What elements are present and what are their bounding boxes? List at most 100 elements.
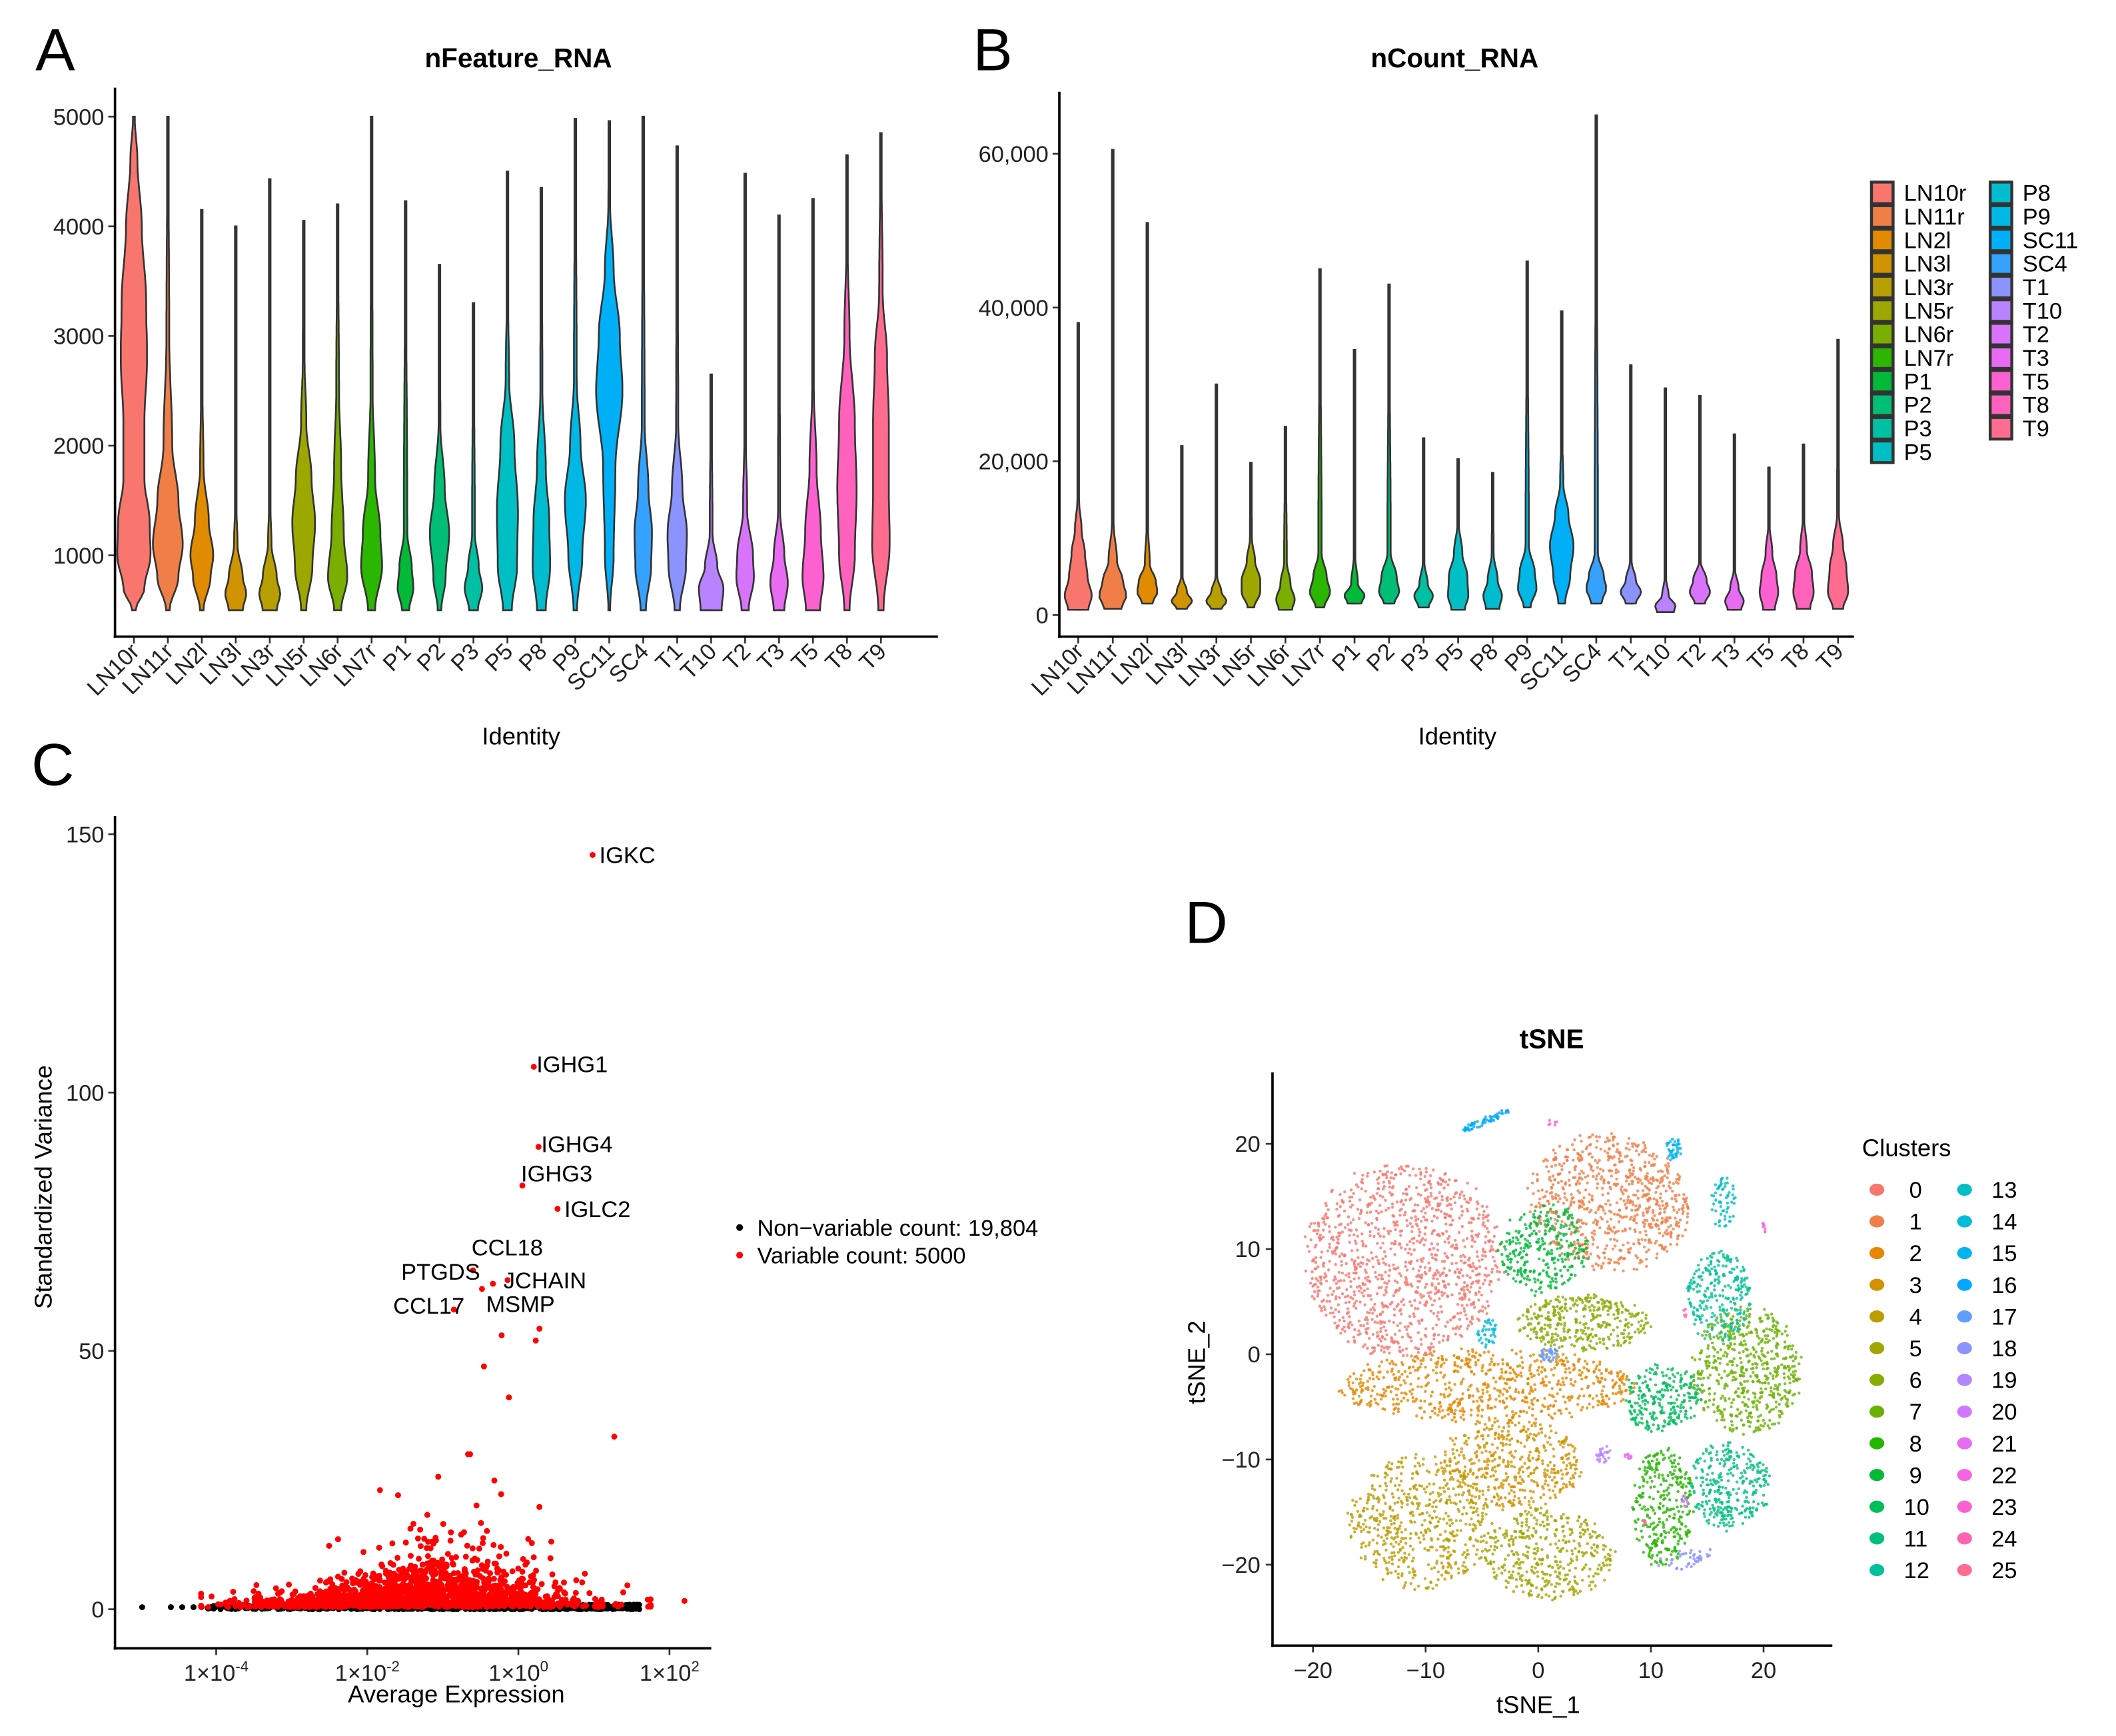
cell-point xyxy=(1348,1315,1351,1318)
cell-point xyxy=(1677,1208,1681,1212)
cell-point xyxy=(1476,1255,1479,1258)
variable-point xyxy=(534,1601,541,1608)
cell-point xyxy=(1548,1192,1552,1195)
cell-point xyxy=(1665,1250,1669,1253)
cell-point xyxy=(1533,1388,1537,1392)
cell-point xyxy=(1393,1332,1397,1336)
cell-point xyxy=(1678,1178,1681,1182)
cell-point xyxy=(1645,1218,1649,1222)
cell-point xyxy=(1586,1181,1589,1185)
y-tick-label: 3000 xyxy=(53,324,105,350)
cell-point xyxy=(1443,1252,1446,1255)
legend-label: SC4 xyxy=(2023,252,2067,277)
cell-point xyxy=(1394,1173,1398,1176)
cell-point xyxy=(1373,1302,1376,1306)
cell-point xyxy=(1434,1258,1438,1262)
cell-point xyxy=(1560,1179,1564,1183)
cell-point xyxy=(1346,1322,1350,1326)
cell-point xyxy=(1492,1363,1496,1367)
y-tick-label: 0 xyxy=(91,1597,104,1623)
cell-point xyxy=(1538,1206,1542,1209)
panel-letter-c: C xyxy=(31,731,74,797)
cell-point xyxy=(1618,1387,1622,1390)
cell-point xyxy=(1613,1382,1617,1386)
cell-point xyxy=(1342,1254,1346,1257)
cell-point xyxy=(1660,1246,1664,1250)
y-tick-label: 60,000 xyxy=(979,142,1049,167)
cell-point xyxy=(1550,1164,1554,1168)
violin-T9 xyxy=(1827,338,1850,610)
cell-point xyxy=(1336,1303,1340,1306)
x-tick-label: T9 xyxy=(1812,639,1848,675)
cell-point xyxy=(1332,1249,1336,1253)
cell-point xyxy=(1632,1386,1636,1390)
cell-point xyxy=(1562,1202,1566,1205)
cell-point xyxy=(1434,1286,1438,1289)
cell-point xyxy=(1409,1382,1412,1386)
cell-point xyxy=(1481,1305,1484,1308)
variable-point xyxy=(473,1502,480,1509)
cell-point xyxy=(1486,1304,1490,1308)
violin-LN10r xyxy=(1063,322,1093,611)
cell-point xyxy=(1374,1255,1378,1258)
variable-point xyxy=(453,1554,459,1560)
x-tick-label: 0 xyxy=(1532,1658,1544,1683)
cell-point xyxy=(1451,1327,1455,1330)
x-tick-label: 1×102 xyxy=(640,1658,700,1686)
cell-point xyxy=(1653,1157,1656,1161)
cell-point xyxy=(1319,1276,1322,1279)
cell-point xyxy=(1482,1216,1485,1220)
cell-point xyxy=(1648,1154,1652,1157)
cell-point xyxy=(1436,1216,1439,1220)
cell-point xyxy=(1554,1164,1558,1167)
variable-point xyxy=(564,1601,570,1608)
cell-point xyxy=(1602,1169,1605,1172)
cell-point xyxy=(1544,1158,1548,1161)
cell-point xyxy=(1553,1178,1556,1181)
cell-point xyxy=(1322,1261,1326,1265)
cell-point xyxy=(1393,1279,1397,1283)
cell-point xyxy=(1658,1211,1662,1214)
cell-point xyxy=(1376,1232,1380,1236)
cell-point xyxy=(1454,1282,1458,1286)
cell-point xyxy=(1658,1204,1661,1208)
variable-point xyxy=(530,1584,536,1590)
cell-point xyxy=(1378,1312,1382,1316)
cell-point xyxy=(1427,1294,1431,1298)
cell-point xyxy=(1442,1232,1445,1236)
cell-point xyxy=(1562,1162,1566,1165)
cell-point xyxy=(1349,1280,1352,1283)
variable-point xyxy=(484,1527,490,1534)
cell-point xyxy=(1366,1346,1369,1350)
cell-point xyxy=(1482,1350,1486,1354)
cell-point xyxy=(1322,1228,1325,1232)
cell-point xyxy=(1618,1208,1622,1212)
legend-label: T1 xyxy=(2023,275,2049,300)
cell-point xyxy=(1408,1390,1412,1393)
cell-point xyxy=(1454,1332,1457,1336)
cell-point xyxy=(1441,1338,1445,1342)
cell-point xyxy=(1578,1368,1582,1372)
cell-point xyxy=(1654,1242,1657,1245)
cell-point xyxy=(1472,1264,1475,1268)
cell-point xyxy=(1606,1136,1609,1140)
variable-point xyxy=(350,1602,356,1609)
legend-item: T9 xyxy=(1988,416,2049,442)
cell-point xyxy=(1408,1247,1412,1251)
variable-point xyxy=(461,1602,468,1609)
cell-point xyxy=(1378,1330,1382,1334)
cell-point xyxy=(1390,1385,1394,1388)
cell-point xyxy=(1673,1194,1677,1198)
cell-point xyxy=(1612,1212,1616,1216)
cell-point xyxy=(1429,1191,1433,1195)
cell-point xyxy=(1303,1235,1307,1238)
cell-point xyxy=(1382,1293,1386,1297)
variable-point xyxy=(198,1603,205,1610)
cell-point xyxy=(1363,1343,1367,1346)
variable-point xyxy=(313,1599,319,1606)
cell-point xyxy=(1552,1148,1555,1152)
variable-point xyxy=(382,1570,389,1577)
cell-point xyxy=(1648,1161,1651,1164)
non-variable-point xyxy=(191,1604,197,1611)
cell-point xyxy=(1632,1267,1636,1271)
